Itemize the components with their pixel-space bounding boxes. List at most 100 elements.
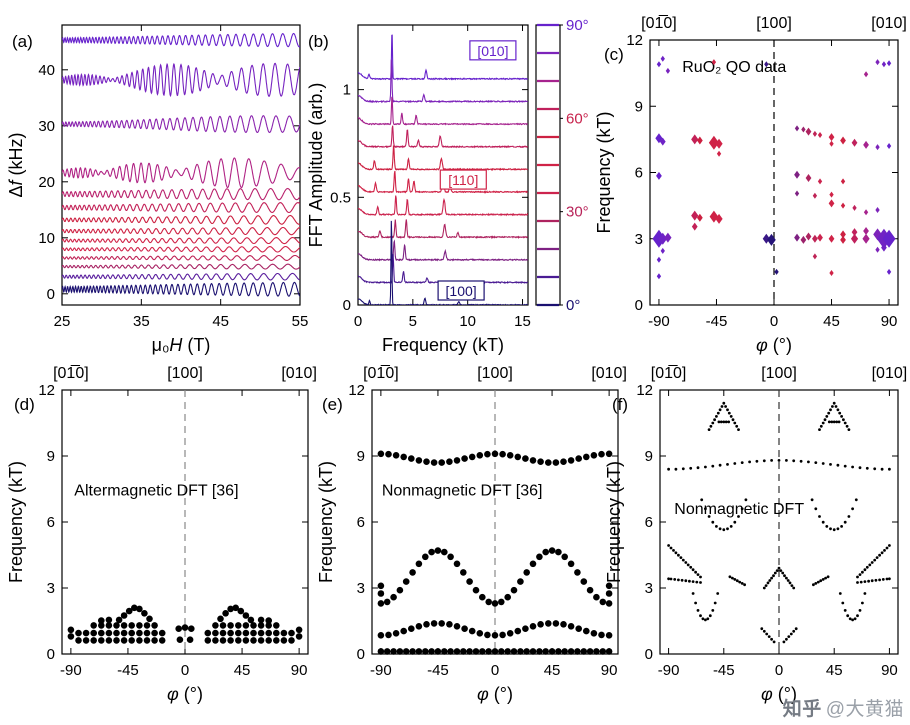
fft-trace-0deg [358,220,528,305]
dft-point [694,570,697,574]
y-tick-label: 0 [47,286,55,303]
dft-point [704,618,707,622]
qo-point [691,222,698,231]
dft-point [827,411,831,415]
dft-point [818,428,821,431]
dft-point [843,520,847,524]
dft-point [175,625,182,632]
dft-point [392,630,400,637]
dft-point [870,579,874,583]
dft-point [561,553,568,561]
panel-e: -90 -45 0 45 90 0 3 6 9 12 φ (°) Frequency (kT) [01̅… [316,364,627,704]
dft-point [825,415,829,418]
dft-point [575,455,582,462]
dft-point [90,629,97,637]
panel-label-e: (e) [322,395,343,414]
y-tick-label: 6 [47,514,55,531]
dft-point [446,458,453,466]
dft-point [865,565,869,569]
dft-point [461,625,468,632]
dft-point [131,604,138,612]
dft-point [735,424,739,428]
x-tick-label: -90 [648,313,670,330]
oscillation-traces [62,32,300,297]
qo-point [655,133,663,144]
dft-point [385,450,392,458]
dft-point [782,640,786,644]
dft-point [865,466,869,470]
dft-point [885,577,889,581]
dft-point [217,615,224,623]
dft-point [485,598,493,606]
dft-point [765,632,769,636]
panel-label-a: (a) [12,32,33,51]
dft-point [859,580,863,584]
dft-point [479,593,486,601]
dft-point [460,648,467,655]
qo-point [828,234,835,243]
dft-point [715,415,718,418]
dft-point [242,612,250,619]
dft-point [396,586,404,594]
dft-point [814,461,818,464]
dft-point [785,637,788,641]
dft-point [537,458,544,466]
dft-point [98,637,105,644]
dft-point [667,544,670,547]
qo-point [851,138,858,147]
dft-point [729,415,733,418]
dft-point [415,648,423,655]
x-tick-label: 0 [181,662,189,679]
dft-point [75,637,82,644]
x-axis-label: φ (°) [756,335,792,355]
x-tick-label: 0 [354,313,362,330]
dft-point [843,464,847,468]
crystal-direction-label: [01̅0] [363,364,399,382]
dft-point [861,570,864,574]
dft-point [669,577,673,581]
dft-point [689,466,693,470]
y-tick-label: 1 [343,82,351,99]
dft-point [773,571,777,575]
crystal-direction-label: [100] [167,365,203,382]
dft-point [237,607,245,615]
dft-point [415,457,423,464]
dft-point [727,411,731,415]
dft-point [819,579,823,583]
y-axis-label: Frequency (kT) [594,111,614,233]
dft-point [151,637,158,644]
osc-trace-58deg [62,214,300,225]
crystal-direction-label: [100] [477,365,513,382]
dft-point [491,600,499,607]
dft-point [529,560,537,568]
dft-point [523,569,530,576]
dft-point [204,637,212,644]
dft-point [128,629,135,637]
dft-point [247,616,255,624]
dft-point [674,467,678,471]
qo-point [840,202,846,209]
dft-point [878,553,881,557]
watermark-user: @大黄猫 [825,699,904,720]
panel-title-e: Nonmagnetic DFT [36] [382,483,543,500]
dft-point [219,629,227,637]
x-axis-label: φ (°) [477,684,513,704]
fft-trace-36deg [358,195,528,217]
dft-point [227,605,234,613]
qo-point [875,207,880,214]
dft-point [738,580,742,584]
dft-point [821,578,825,581]
dft-point [510,586,518,594]
crystal-direction-label: [010] [591,365,627,382]
qo-point [774,268,779,275]
dft-point [446,621,453,628]
dft-point [726,463,729,466]
dft-point [691,580,695,583]
dft-point [760,627,764,631]
x-tick-label: 0 [770,313,778,330]
dft-point [856,575,859,579]
dft-point [392,452,400,459]
x-tick-label: 55 [292,313,309,330]
y-tick-label: 6 [635,165,643,182]
dft-point [772,574,775,578]
